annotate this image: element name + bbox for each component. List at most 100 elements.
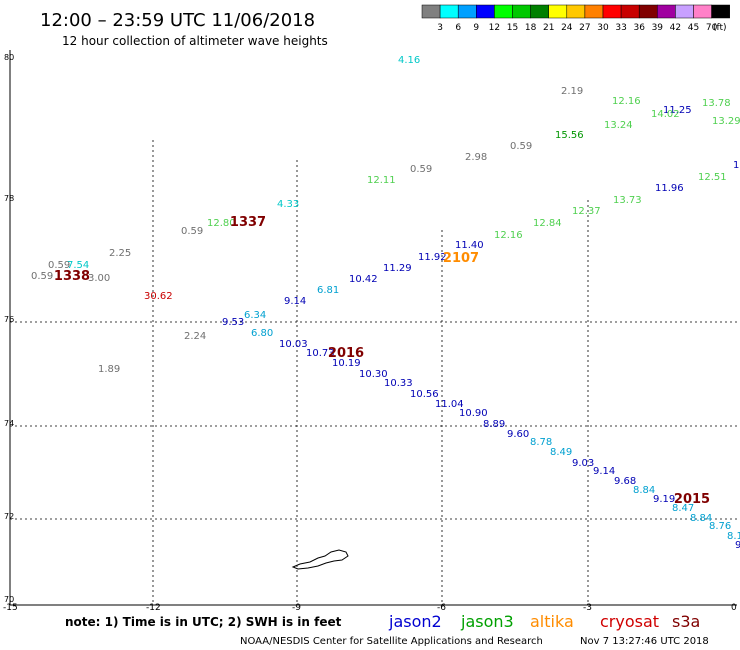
scale-swatch [421,4,441,19]
scale-label: 6 [455,23,461,33]
wave-height-value: 8.84 [690,513,712,524]
scale-swatch [476,4,495,19]
scale-swatch [494,4,513,19]
wave-height-value: 9.03 [572,458,594,469]
satellite-jason3: jason3 [460,612,514,631]
wave-height-value: 8.47 [672,503,694,514]
wave-height-value: 12.16 [494,230,523,241]
scale-label: 30 [597,23,609,33]
scale-label: 18 [525,23,537,33]
scale-swatch [602,4,622,19]
map-title: 12:00 – 23:59 UTC 11/06/2018 [40,10,315,31]
wave-height-value: 9.14 [284,296,306,307]
wave-height-value: 0.59 [31,271,53,282]
wave-height-value: 9.14 [593,466,615,477]
scale-swatch [439,4,459,19]
jan-mayen-island [291,549,349,570]
color-scale-legend: 3 6 9 12 15 18 21 24 27 30 33 36 39 42 45 70 [421,4,730,33]
note-text: note: 1) Time is in UTC; 2) SWH is in fe… [65,615,342,629]
wave-height-value: 13.78 [702,98,731,109]
wave-height-value: 7.54 [67,260,89,271]
satellite-legend: jason2 jason3 altika cryosat s3a [388,612,700,631]
wave-height-value: 0.59 [410,164,432,175]
wave-height-value: 1.89 [98,364,120,375]
wave-height-value: 10.42 [349,274,378,285]
wave-height-value: 13.24 [604,120,633,131]
scale-label: 36 [633,23,645,33]
pass-time-label: 1338 [54,269,90,284]
lat-label-74: 74 [4,419,14,428]
map-subtitle: 12 hour collection of altimeter wave hei… [62,34,328,48]
scale-label: 70 [706,23,718,33]
wave-height-value: 8.78 [530,437,552,448]
satellite-s3a: s3a [672,612,700,631]
wave-height-value: 12.37 [572,206,601,217]
generated-timestamp: Nov 7 13:27:46 UTC 2018 [580,636,709,647]
scale-label: 21 [543,23,554,33]
wave-height-value: 9.19 [653,494,675,505]
lon-label-0: 0 [731,603,737,613]
wave-height-value: 0.59 [181,226,203,237]
scale-label: 9 [473,23,479,33]
wave-height-value: 8.89 [483,419,505,430]
wave-height-value: 6.34 [244,310,266,321]
wave-height-value: 12.84 [533,218,562,229]
pass-time-label: 2015 [674,492,710,507]
wave-height-value: 4.33 [277,199,299,210]
pass-time-label: 2107 [443,251,479,266]
scale-label: 3 [437,23,443,33]
wave-height-value: 4.16 [398,55,420,66]
scale-swatch [512,4,531,19]
wave-height-value: 6.80 [251,328,273,339]
wave-height-value: 8.84 [633,485,655,496]
scale-label: 39 [652,23,664,33]
scale-swatch [548,4,568,19]
wave-height-value: 30.62 [144,291,173,302]
scale-swatch [584,4,604,19]
wave-height-value: 10.03 [279,339,308,350]
scale-swatch [530,4,549,19]
scale-label: 12 [489,23,500,33]
scale-swatch [566,4,586,19]
scale-swatch [638,4,658,19]
scale-label: 15 [507,23,518,33]
plot-frame [9,50,737,606]
scale-swatch [457,4,477,19]
lat-label-72: 72 [4,512,14,521]
scale-label: 45 [688,23,699,33]
wave-height-value: 11.96 [655,183,684,194]
scale-label: 27 [579,23,590,33]
wave-height-value: 0.59 [48,260,70,271]
wave-height-value: 10.19 [332,358,361,369]
wave-height-value: 2.98 [465,152,487,163]
wave-height-value: 9.68 [614,476,636,487]
wave-height-value: 3.00 [88,273,110,284]
credit-text: NOAA/NESDIS Center for Satellite Applica… [240,636,543,647]
wave-height-value: 11.25 [663,105,692,116]
wave-height-value: 10.90 [459,408,488,419]
wave-height-value: 2.19 [561,86,583,97]
wave-height-value: 12.80 [207,218,236,229]
pass-time-markers: 1337 1338 2107 2016 2015 [54,215,710,507]
pass-time-label: 2016 [328,346,364,361]
wave-height-value: 0.59 [510,141,532,152]
wave-height-value: 13.73 [613,195,642,206]
satellite-cryosat: cryosat [600,612,659,631]
wave-height-value: 15.56 [555,130,584,141]
wave-height-value: 14.02 [651,109,680,120]
lon-label-12w: -12 [146,603,161,613]
wave-height-value: 2.25 [109,248,131,259]
pass-time-label: 1337 [230,215,266,230]
scale-swatch [711,4,730,19]
wave-height-observations: 4.16 2.19 12.16 11.25 13.78 14.02 13.24 13.29 15… [31,55,740,551]
scale-swatch [657,4,676,19]
lon-label-15w: -15 [3,603,18,613]
wave-height-value: 6.81 [317,285,339,296]
wave-height-value: 11.92 [418,252,447,263]
wave-height-value: 9.60 [507,429,529,440]
wave-height-value: 12.51 [698,172,727,183]
scale-label: 42 [670,23,681,33]
lon-label-9w: -9 [292,603,301,613]
wave-height-value: 9 [735,540,740,551]
lon-label-6w: -6 [437,603,446,613]
